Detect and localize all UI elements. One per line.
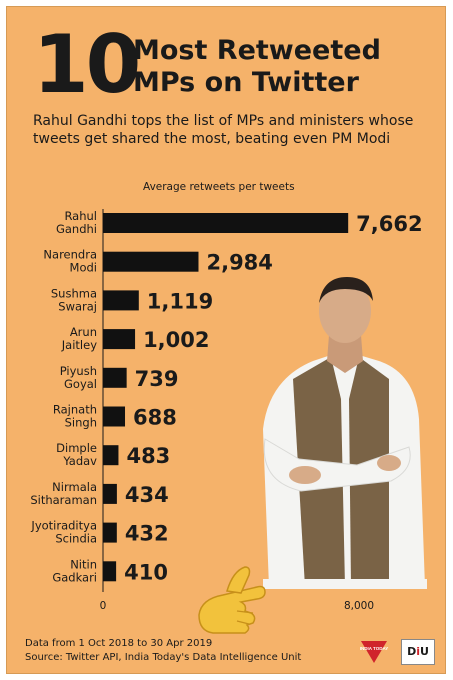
category-label-line: Nitin: [70, 557, 97, 571]
diu-logo-i: i: [416, 645, 420, 658]
date-range-note: Data from 1 Oct 2018 to 30 Apr 2019: [25, 638, 213, 649]
bar: [103, 251, 199, 272]
data-label: 432: [125, 522, 169, 546]
bar: [103, 290, 139, 311]
bar: [103, 522, 117, 543]
category-label: Piyush Goyal: [60, 364, 97, 391]
india-today-logo: INDIA TODAY: [360, 641, 389, 663]
bar: [103, 329, 136, 350]
category-label-line: Goyal: [64, 377, 97, 391]
bar: [103, 367, 127, 388]
category-label: Nirmala Sitharaman: [30, 480, 97, 507]
category-label: Rahul Gandhi: [56, 209, 97, 236]
data-label: 739: [135, 367, 179, 391]
diu-logo-u: U: [419, 645, 429, 658]
data-label: 7,662: [356, 212, 422, 236]
infographic-panel: 10 Most Retweeted MPs on Twitter Rahul G…: [6, 6, 446, 674]
category-label-line: Jyotiraditya: [30, 519, 97, 533]
category-label: Arun Jaitley: [61, 325, 97, 352]
category-label-line: Sushma: [51, 286, 97, 300]
chart-title: Average retweets per tweets: [143, 181, 295, 193]
bar: [103, 483, 117, 504]
footnote: Data from 1 Oct 2018 to 30 Apr 2019 Sour…: [25, 637, 301, 664]
bar: [103, 213, 349, 233]
category-label-line: Jaitley: [61, 338, 97, 352]
pointing-hand-icon: [198, 566, 266, 634]
data-label: 2,984: [206, 251, 272, 275]
category-label-line: Rahul: [64, 209, 97, 223]
category-label: Narendra Modi: [43, 248, 97, 275]
category-label: Dimple Yadav: [56, 441, 97, 468]
category-label-line: Scindia: [55, 532, 97, 546]
category-label-line: Nirmala: [52, 480, 97, 494]
category-label-line: Rajnath: [53, 403, 97, 417]
india-today-logo-text: INDIA TODAY: [360, 646, 389, 651]
title-number: 10: [33, 18, 141, 111]
data-label: 1,119: [147, 289, 213, 313]
category-label-line: Yadav: [62, 454, 97, 468]
data-label: 483: [126, 444, 170, 468]
subtitle: Rahul Gandhi tops the list of MPs and mi…: [33, 113, 414, 147]
category-label-line: Narendra: [43, 248, 97, 262]
x-tick-label: 0: [100, 600, 107, 612]
diu-logo: DiU: [401, 639, 435, 665]
source-note: Source: Twitter API, India Today's Data …: [25, 651, 302, 663]
data-label: 434: [125, 483, 169, 507]
title-line-1: Most Retweeted: [133, 35, 381, 66]
person-photo-illustration: [263, 277, 427, 589]
category-label-line: Gadkari: [52, 570, 97, 584]
bar: [103, 445, 119, 466]
bar: [103, 561, 117, 582]
category-label-line: Modi: [70, 261, 97, 275]
category-label-line: Arun: [70, 325, 97, 339]
category-label: Rajnath Singh: [53, 403, 97, 430]
title-line-2: MPs on Twitter: [133, 67, 359, 98]
diu-logo-d: D: [407, 645, 417, 658]
bar: [103, 406, 126, 427]
category-label: Jyotiraditya Scindia: [30, 519, 97, 546]
category-label-line: Dimple: [56, 441, 97, 455]
data-label: 410: [124, 560, 168, 584]
data-label: 1,002: [143, 328, 209, 352]
category-label: Nitin Gadkari: [52, 557, 97, 584]
x-tick-label: 8,000: [344, 600, 374, 612]
category-label: Sushma Swaraj: [51, 286, 97, 313]
category-label-line: Swaraj: [58, 299, 97, 313]
category-label-line: Piyush: [60, 364, 97, 378]
data-label: 688: [133, 406, 177, 430]
category-label-line: Gandhi: [56, 222, 97, 236]
category-label-line: Singh: [65, 416, 97, 430]
category-label-line: Sitharaman: [30, 493, 97, 507]
